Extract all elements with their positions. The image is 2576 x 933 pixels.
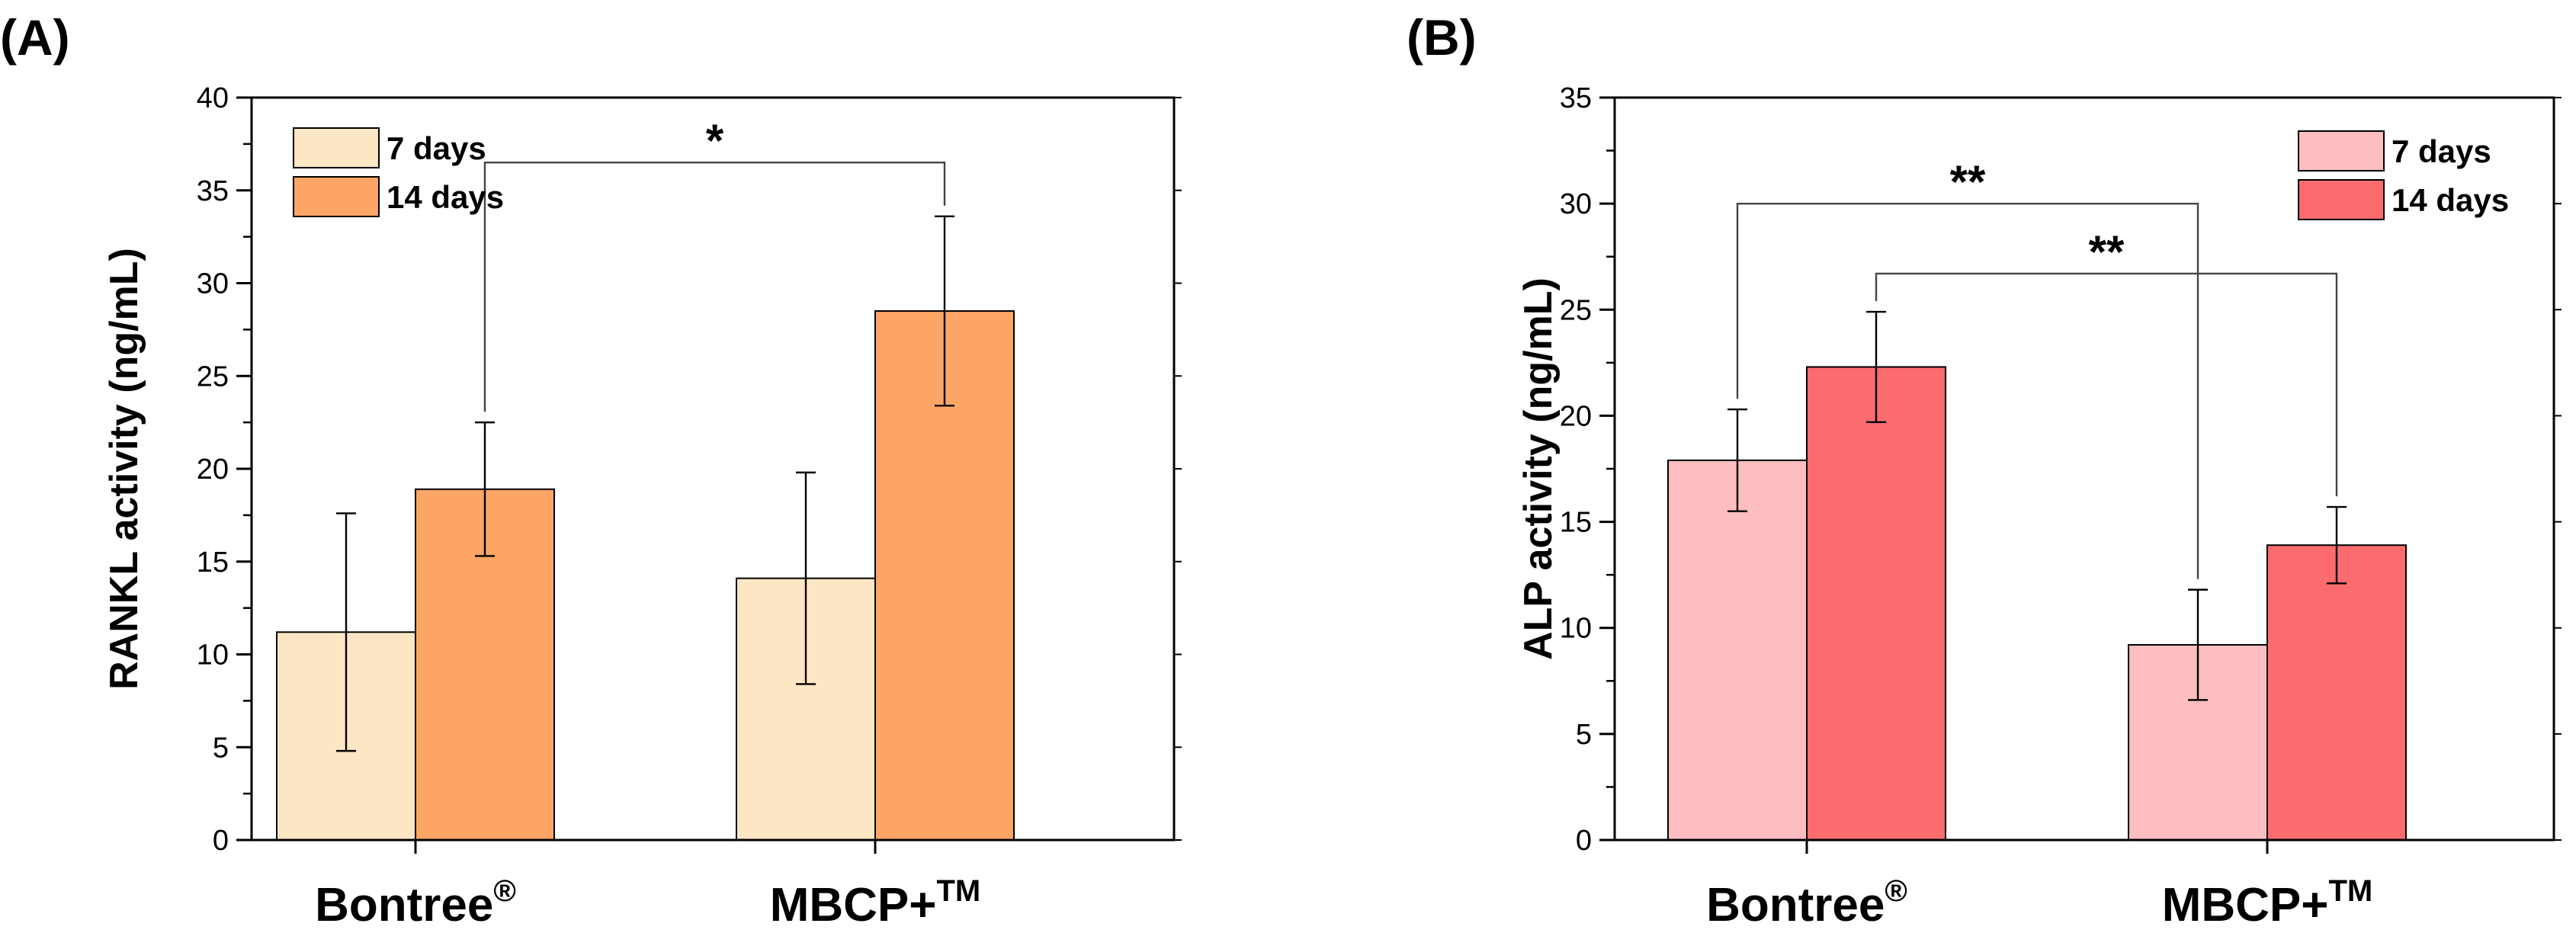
significance-bracket bbox=[483, 162, 946, 412]
legend-swatch bbox=[293, 176, 380, 217]
legend-label: 14 days bbox=[387, 179, 504, 215]
y-tick-label: 10 bbox=[197, 640, 229, 672]
bar bbox=[1806, 366, 1946, 841]
y-tick-label: 20 bbox=[1560, 400, 1592, 432]
y-tick-label: 0 bbox=[213, 825, 229, 857]
significance-label: ** bbox=[1950, 156, 1986, 207]
y-tick-label: 15 bbox=[1560, 507, 1592, 539]
panel-a: (A) 0 5 10 15 20 25 30 35 40 RANKL activity (ng/mL… bbox=[0, 9, 1182, 931]
y-tick-label: 0 bbox=[1576, 825, 1592, 857]
significance-bracket bbox=[1875, 272, 2338, 497]
x-tick-label-superscript: ® bbox=[493, 874, 515, 908]
x-tick-label: MBCP+TM bbox=[2162, 874, 2373, 931]
legend-swatch bbox=[2298, 179, 2385, 220]
y-tick-label: 25 bbox=[197, 361, 229, 393]
x-tick-label-base: Bontree bbox=[1706, 879, 1885, 931]
y-tick-label: 20 bbox=[197, 454, 229, 486]
y-tick-label: 5 bbox=[1576, 719, 1592, 751]
legend-swatch bbox=[2298, 130, 2385, 172]
x-tick-label-base: Bontree bbox=[315, 879, 493, 931]
y-tick-label: 25 bbox=[1560, 294, 1592, 326]
x-tick-label-superscript: ® bbox=[1885, 874, 1907, 908]
legend-swatch bbox=[293, 127, 380, 168]
x-tick-label: Bontree® bbox=[315, 874, 516, 931]
y-tick-label: 30 bbox=[197, 268, 229, 300]
panel-label: (A) bbox=[0, 9, 70, 66]
x-tick-label-base: MBCP+ bbox=[770, 879, 937, 931]
panel-b: (B) 0 5 10 15 20 25 30 35 ALP activity (ng/mL) Bon… bbox=[1407, 9, 2562, 931]
x-tick-label: MBCP+TM bbox=[770, 874, 981, 931]
y-tick-label: 5 bbox=[213, 732, 229, 764]
x-tick-label-superscript: TM bbox=[2329, 874, 2373, 908]
significance-label: * bbox=[706, 115, 724, 166]
y-tick-label: 15 bbox=[197, 547, 229, 579]
y-tick-label: 40 bbox=[197, 82, 229, 114]
panel-label: (B) bbox=[1407, 9, 1477, 66]
y-tick-label: 35 bbox=[197, 175, 229, 207]
x-tick-label-superscript: TM bbox=[937, 874, 981, 908]
y-tick-label: 30 bbox=[1560, 188, 1592, 220]
significance-bracket bbox=[1736, 202, 2199, 579]
x-tick-label: Bontree® bbox=[1706, 874, 1907, 931]
y-axis-label: RANKL activity (ng/mL) bbox=[102, 248, 146, 690]
bar bbox=[2266, 544, 2407, 841]
y-tick-label: 35 bbox=[1560, 82, 1592, 114]
y-axis-label: ALP activity (ng/mL) bbox=[1516, 277, 1561, 660]
legend-label: 7 days bbox=[387, 130, 486, 166]
y-tick-label: 10 bbox=[1560, 613, 1592, 645]
legend-label: 14 days bbox=[2392, 182, 2509, 218]
significance-label: ** bbox=[2089, 226, 2125, 277]
x-tick-label-base: MBCP+ bbox=[2162, 879, 2329, 931]
legend-label: 7 days bbox=[2392, 133, 2491, 169]
bar bbox=[1667, 459, 1808, 842]
